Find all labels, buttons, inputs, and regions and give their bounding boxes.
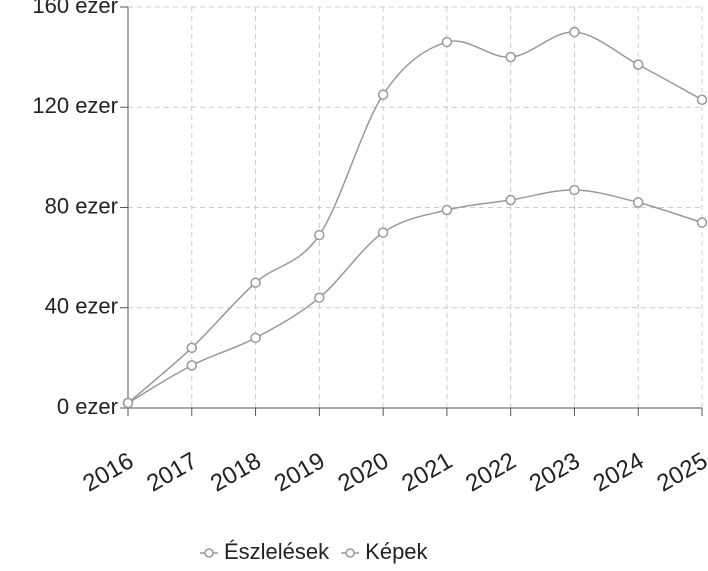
x-tick-label: 2023 (525, 447, 585, 497)
data-point (632, 197, 644, 208)
legend-marker (204, 548, 214, 558)
y-tick-label: 80 ezer (45, 193, 118, 218)
x-tick-label: 2016 (78, 447, 138, 497)
x-tick-label: 2025 (652, 447, 708, 497)
data-point (314, 229, 325, 241)
data-point (122, 397, 134, 409)
x-tick-label: 2017 (142, 447, 202, 497)
data-point (632, 59, 644, 70)
data-point (377, 227, 389, 238)
x-tick-label: 2019 (270, 447, 330, 497)
y-tick-label: 0 ezer (57, 394, 118, 419)
y-tick-label: 120 ezer (32, 93, 118, 118)
y-tick-label: 160 ezer (32, 0, 118, 18)
data-point (377, 89, 389, 100)
data-point (505, 51, 516, 63)
data-point (505, 194, 516, 206)
data-point (250, 332, 261, 344)
legend-label: Képek (365, 539, 428, 564)
data-point (569, 26, 580, 38)
data-point (250, 277, 261, 288)
data-point (314, 292, 325, 303)
data-point (186, 360, 198, 371)
data-point (696, 94, 708, 105)
series-line (127, 189, 703, 404)
x-tick-label: 2024 (589, 447, 649, 497)
x-tick-label: 2022 (461, 447, 521, 497)
data-point (186, 342, 198, 354)
data-point (441, 204, 453, 216)
x-tick-label: 2021 (397, 447, 457, 497)
data-point (696, 217, 708, 228)
x-tick-label: 2020 (334, 447, 394, 497)
data-point (569, 184, 580, 196)
data-point (441, 36, 453, 48)
legend-label: Észlelések (224, 539, 330, 564)
legend-marker (345, 548, 355, 558)
series-line (127, 31, 703, 404)
y-tick-label: 40 ezer (45, 294, 118, 319)
x-tick-label: 2018 (206, 447, 266, 497)
